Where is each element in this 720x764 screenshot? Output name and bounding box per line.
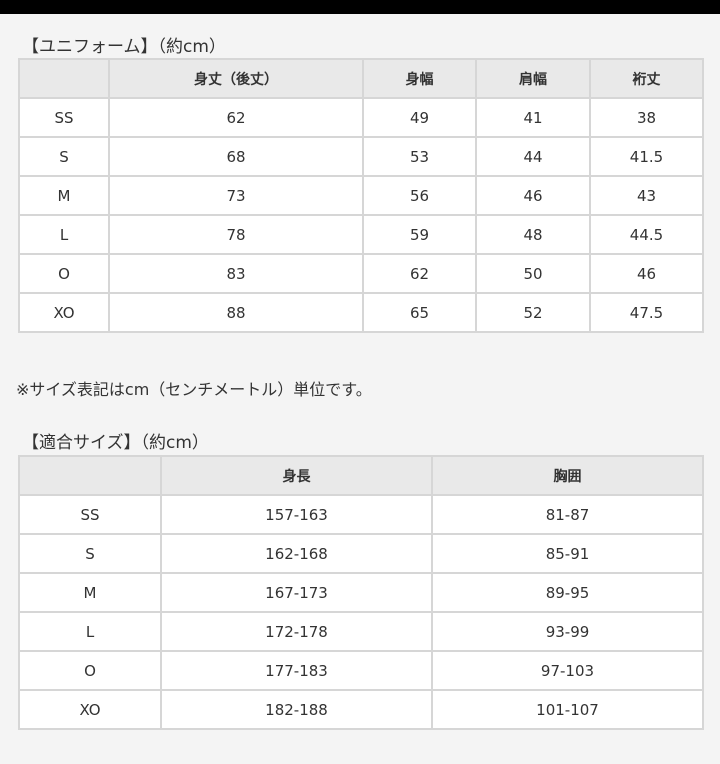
- column-header: 肩幅: [475, 58, 591, 99]
- size-label-cell: XO: [18, 292, 110, 333]
- column-header: 裄丈: [589, 58, 704, 99]
- value-cell: 182-188: [160, 689, 433, 730]
- value-cell: 50: [475, 253, 591, 294]
- table-row: S 68 53 44 41.5: [18, 136, 704, 177]
- column-header: [18, 58, 110, 99]
- table-row: O 177-183 97-103: [18, 650, 704, 691]
- table-row: L 172-178 93-99: [18, 611, 704, 652]
- value-cell: 162-168: [160, 533, 433, 574]
- value-cell: 41: [475, 97, 591, 138]
- value-cell: 167-173: [160, 572, 433, 613]
- value-cell: 41.5: [589, 136, 704, 177]
- value-cell: 49: [362, 97, 477, 138]
- value-cell: 68: [108, 136, 364, 177]
- column-header: 身幅: [362, 58, 477, 99]
- value-cell: 46: [475, 175, 591, 216]
- value-cell: 89-95: [431, 572, 704, 613]
- column-header: 胸囲: [431, 455, 704, 496]
- value-cell: 78: [108, 214, 364, 255]
- value-cell: 73: [108, 175, 364, 216]
- uniform-size-table: 身丈（後丈） 身幅 肩幅 裄丈 SS 62 49 41 38 S 68 53 44 41.5 M 73 56 4…: [18, 58, 704, 333]
- column-header: 身丈（後丈）: [108, 58, 364, 99]
- value-cell: 101-107: [431, 689, 704, 730]
- value-cell: 47.5: [589, 292, 704, 333]
- unit-note: ※サイズ表記はcm（センチメートル）単位です。: [16, 380, 372, 399]
- column-header: [18, 455, 162, 496]
- value-cell: 172-178: [160, 611, 433, 652]
- value-cell: 53: [362, 136, 477, 177]
- size-label-cell: SS: [18, 494, 162, 535]
- table-row: SS 157-163 81-87: [18, 494, 704, 535]
- table-row: XO 88 65 52 47.5: [18, 292, 704, 333]
- value-cell: 81-87: [431, 494, 704, 535]
- table-row: M 73 56 46 43: [18, 175, 704, 216]
- size-label-cell: M: [18, 572, 162, 613]
- table-header-row: 身長 胸囲: [18, 455, 704, 496]
- table-row: M 167-173 89-95: [18, 572, 704, 613]
- value-cell: 93-99: [431, 611, 704, 652]
- column-header: 身長: [160, 455, 433, 496]
- value-cell: 48: [475, 214, 591, 255]
- uniform-title: 【ユニフォーム】（約cm）: [22, 37, 226, 57]
- value-cell: 83: [108, 253, 364, 294]
- fit-size-title: 【適合サイズ】（約cm）: [22, 433, 209, 453]
- value-cell: 38: [589, 97, 704, 138]
- value-cell: 88: [108, 292, 364, 333]
- value-cell: 85-91: [431, 533, 704, 574]
- value-cell: 52: [475, 292, 591, 333]
- size-label-cell: L: [18, 214, 110, 255]
- table-row: XO 182-188 101-107: [18, 689, 704, 730]
- size-label-cell: M: [18, 175, 110, 216]
- fit-size-table: 身長 胸囲 SS 157-163 81-87 S 162-168 85-91 M 167-173…: [18, 455, 704, 730]
- size-label-cell: S: [18, 136, 110, 177]
- value-cell: 62: [108, 97, 364, 138]
- value-cell: 157-163: [160, 494, 433, 535]
- value-cell: 46: [589, 253, 704, 294]
- value-cell: 62: [362, 253, 477, 294]
- value-cell: 97-103: [431, 650, 704, 691]
- size-label-cell: S: [18, 533, 162, 574]
- size-label-cell: O: [18, 650, 162, 691]
- size-label-cell: O: [18, 253, 110, 294]
- value-cell: 44.5: [589, 214, 704, 255]
- value-cell: 44: [475, 136, 591, 177]
- table-row: S 162-168 85-91: [18, 533, 704, 574]
- value-cell: 65: [362, 292, 477, 333]
- top-bar: [0, 0, 720, 14]
- value-cell: 56: [362, 175, 477, 216]
- size-label-cell: L: [18, 611, 162, 652]
- size-label-cell: XO: [18, 689, 162, 730]
- table-row: SS 62 49 41 38: [18, 97, 704, 138]
- value-cell: 43: [589, 175, 704, 216]
- table-row: O 83 62 50 46: [18, 253, 704, 294]
- table-row: L 78 59 48 44.5: [18, 214, 704, 255]
- size-label-cell: SS: [18, 97, 110, 138]
- table-header-row: 身丈（後丈） 身幅 肩幅 裄丈: [18, 58, 704, 99]
- value-cell: 59: [362, 214, 477, 255]
- value-cell: 177-183: [160, 650, 433, 691]
